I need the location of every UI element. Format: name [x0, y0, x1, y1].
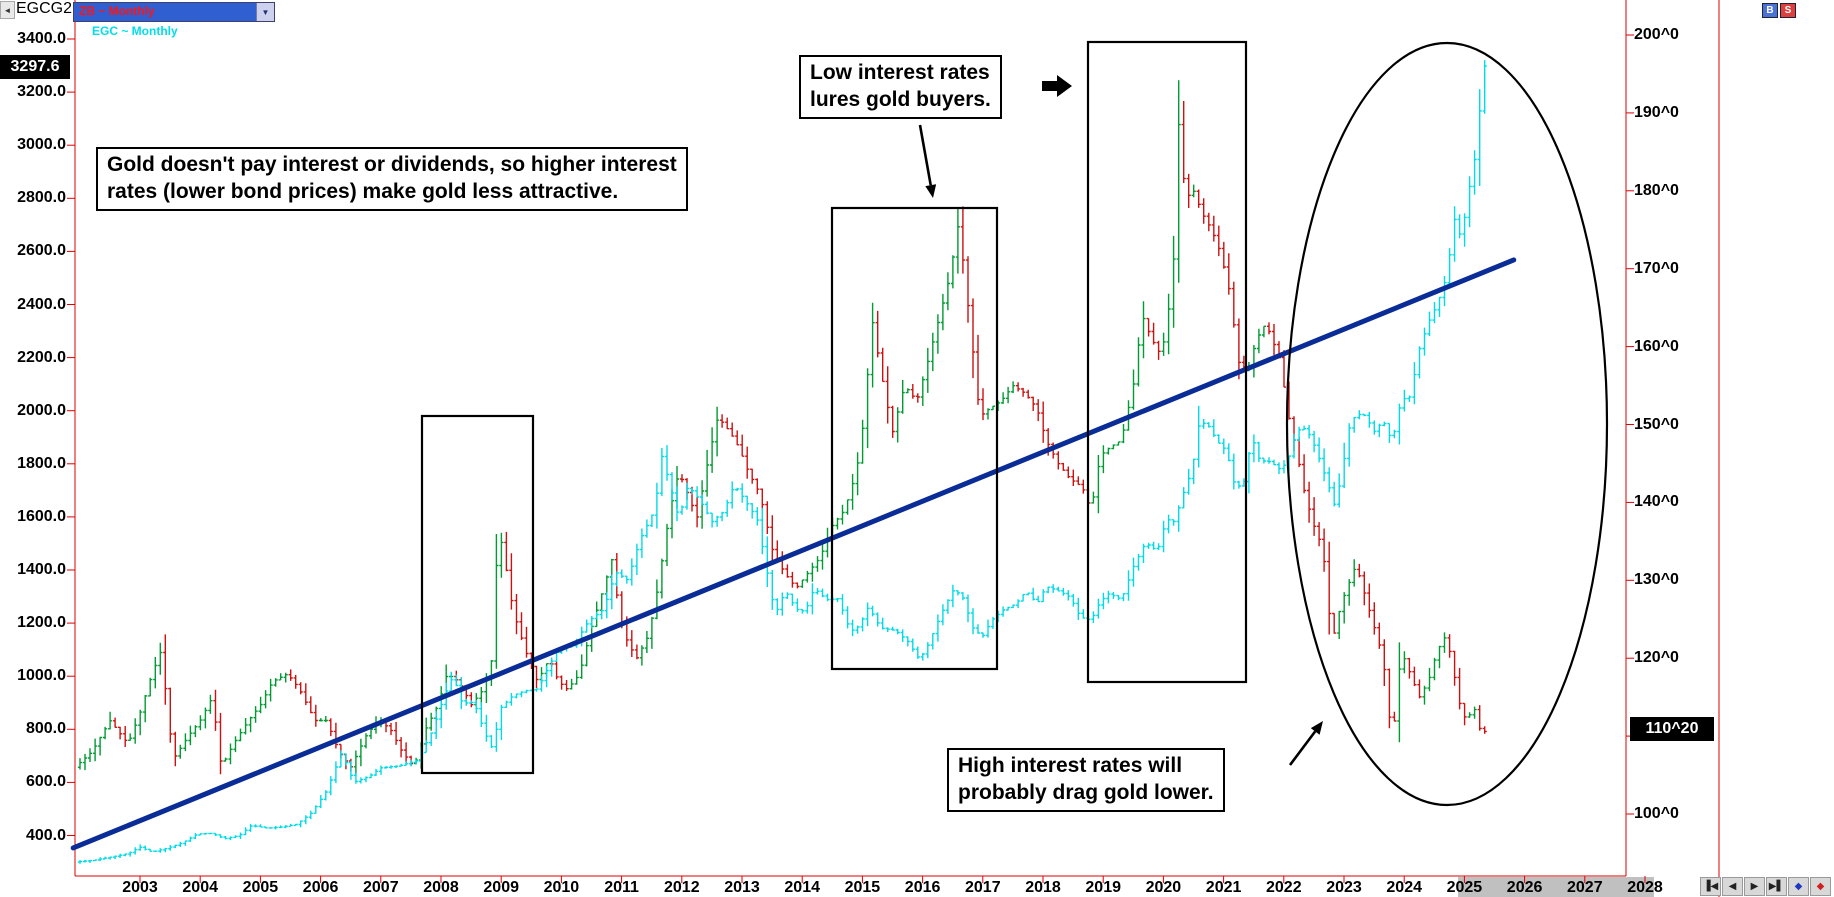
highlight-box-2019-2021[interactable]	[1086, 40, 1248, 684]
left-axis-label: 2800.0	[17, 189, 66, 207]
year-label: 2021	[1205, 879, 1242, 896]
annotation-note-interest[interactable]: Gold doesn't pay interest or dividends, …	[96, 147, 688, 211]
year-label: 2007	[363, 879, 399, 896]
right-axis-label: 160^0	[1634, 337, 1679, 355]
annotation-text-line: High interest rates will	[958, 754, 1183, 777]
scroll-last-button[interactable]: ▶▌	[1766, 877, 1787, 896]
year-label: 2026	[1506, 879, 1543, 896]
right-axis-label: 140^0	[1634, 493, 1679, 511]
arrow-to-2016-peak[interactable]	[918, 124, 933, 186]
year-label: 2016	[904, 879, 941, 896]
gold-bars	[77, 60, 1487, 864]
year-label: 2019	[1085, 879, 1121, 896]
year-label: 2013	[724, 879, 760, 896]
sell-button[interactable]: S	[1780, 3, 1796, 18]
year-label: 2012	[664, 879, 700, 896]
year-label: 2014	[784, 879, 820, 896]
left-axis-label: 800.0	[25, 720, 66, 738]
right-axis-label: 130^0	[1634, 571, 1679, 589]
right-axis-label: 190^0	[1634, 103, 1679, 121]
annotation-text-line: rates (lower bond prices) make gold less…	[107, 179, 619, 203]
year-label: 2015	[844, 879, 881, 896]
left-axis-label: 3000.0	[17, 136, 66, 154]
annotation-text-line: probably drag gold lower.	[958, 780, 1214, 804]
symbol-label: EGCG2	[16, 0, 73, 17]
year-label: 2025	[1446, 879, 1483, 896]
year-label: 2006	[302, 879, 339, 896]
year-label: 2022	[1266, 879, 1302, 896]
year-label: 2004	[182, 879, 218, 896]
gold-last-price-tag: 3297.6	[0, 55, 70, 79]
annotation-note-low-rates[interactable]: Low interest rates lures gold buyers.	[799, 55, 1002, 119]
bond-last-price-tag: 110^20	[1630, 717, 1714, 741]
bond-bars	[77, 80, 1477, 776]
left-axis-label: 1000.0	[17, 667, 66, 685]
buy-button[interactable]: B	[1762, 3, 1778, 18]
collapse-arrow-icon[interactable]: ◄	[0, 1, 15, 19]
arrow-to-2022-gold-head	[1310, 721, 1323, 735]
year-label: 2024	[1386, 879, 1422, 896]
right-axis-label: 200^0	[1634, 26, 1679, 43]
left-axis-label: 1200.0	[17, 614, 66, 632]
year-label: 2023	[1326, 879, 1362, 896]
chevron-down-icon[interactable]: ▼	[256, 3, 274, 21]
buy-marker-button[interactable]: ◆	[1788, 877, 1809, 896]
highlight-box-2015-2017[interactable]	[830, 206, 999, 671]
left-axis-label: 600.0	[25, 773, 66, 791]
left-axis-label: 2600.0	[17, 242, 66, 260]
annotation-note-high-rates[interactable]: High interest rates will probably drag g…	[947, 748, 1225, 812]
left-axis-label: 2400.0	[17, 295, 66, 313]
right-axis-label: 170^0	[1634, 259, 1679, 277]
scroll-left-button[interactable]: ◀	[1722, 877, 1743, 896]
arrow-to-2020-box[interactable]	[1042, 75, 1072, 97]
series-dropdown[interactable]: ZB ~ Monthly ▼	[73, 2, 275, 22]
year-label: 2017	[965, 879, 1001, 896]
left-axis-label: 3400.0	[17, 30, 66, 47]
right-axis-label: 180^0	[1634, 181, 1679, 199]
year-label: 2010	[543, 879, 580, 896]
right-axis-label: 100^0	[1634, 805, 1679, 822]
year-label: 2005	[242, 879, 279, 896]
chart-scroll-controls: ▐◀ ◀ ▶ ▶▌ ◆ ◆	[1700, 877, 1831, 896]
scroll-first-button[interactable]: ▐◀	[1700, 877, 1721, 896]
year-label: 2009	[483, 879, 519, 896]
annotation-text-line: lures gold buyers.	[810, 87, 991, 111]
annotation-text-line: Low interest rates	[810, 61, 990, 84]
series-dropdown-value: ZB ~ Monthly	[79, 4, 155, 18]
annotation-text-line: Gold doesn't pay interest or dividends, …	[107, 153, 677, 176]
year-label: 2008	[423, 879, 459, 896]
left-axis-label: 1400.0	[17, 561, 66, 578]
year-label: 2003	[122, 879, 158, 896]
highlight-ellipse-2023-2028[interactable]	[1285, 41, 1609, 807]
left-axis-label: 400.0	[25, 826, 66, 844]
beyond-data-axis-strip	[1458, 877, 1654, 897]
right-axis-label: 150^0	[1634, 415, 1679, 433]
year-label: 2011	[604, 879, 639, 896]
arrow-to-2016-peak-head	[925, 184, 937, 198]
scroll-right-button[interactable]: ▶	[1744, 877, 1765, 896]
trendline[interactable]	[70, 257, 1517, 851]
right-axis-label: 120^0	[1634, 649, 1679, 667]
year-label: 2018	[1025, 879, 1061, 896]
left-axis-label: 3200.0	[17, 83, 66, 101]
year-label: 2020	[1145, 879, 1182, 896]
overlay-series-label: EGC ~ Monthly	[92, 24, 178, 38]
highlight-box-2008[interactable]	[420, 414, 535, 775]
left-axis-label: 2000.0	[17, 401, 66, 419]
sell-marker-button[interactable]: ◆	[1810, 877, 1831, 896]
arrow-to-2022-gold[interactable]	[1288, 730, 1317, 766]
left-axis-label: 1800.0	[17, 454, 66, 472]
year-label: 2028	[1627, 879, 1663, 896]
left-axis-label: 1600.0	[17, 507, 66, 525]
left-axis-label: 2200.0	[17, 348, 66, 366]
year-label: 2027	[1567, 879, 1603, 896]
